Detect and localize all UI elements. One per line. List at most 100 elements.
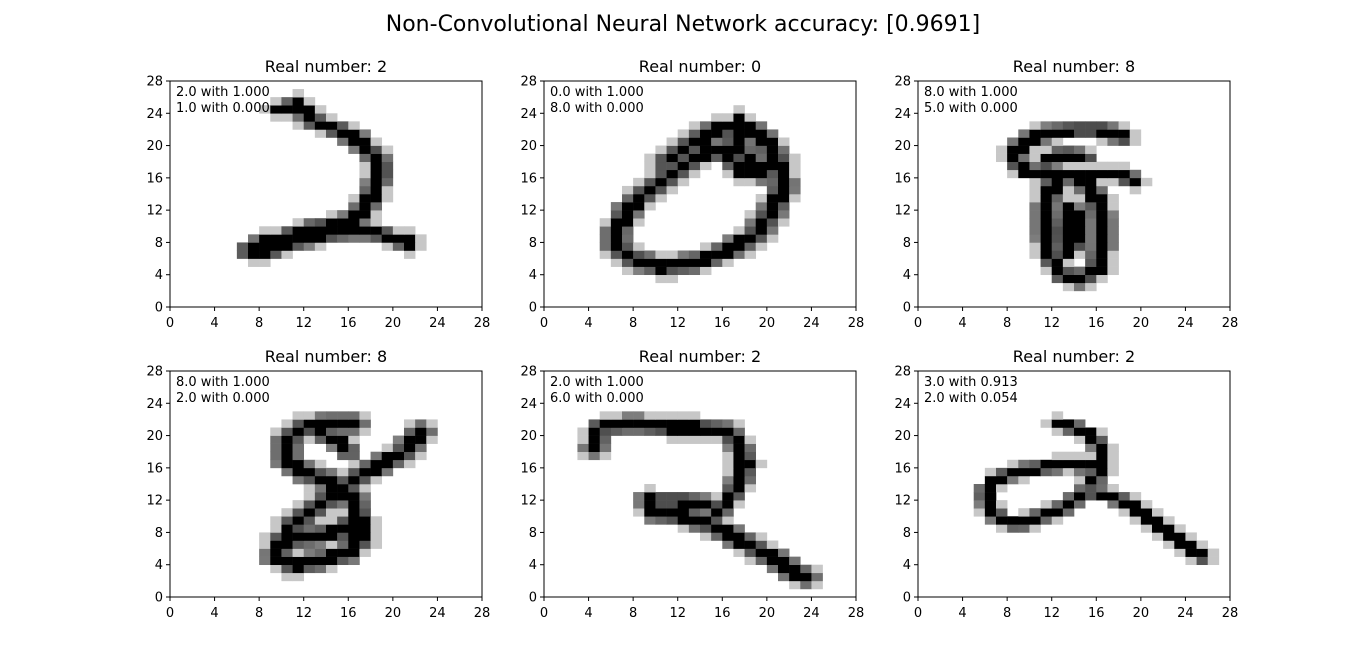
image-pixel: [622, 210, 634, 219]
image-pixel: [1062, 250, 1075, 259]
image-pixel: [1107, 194, 1119, 203]
image-pixel: [1051, 137, 1064, 146]
image-pixel: [655, 250, 667, 259]
image-pixel: [1085, 435, 1097, 444]
image-pixel: [1040, 508, 1053, 517]
image-pixel: [1085, 274, 1097, 284]
image-pixel: [733, 153, 745, 163]
digit-image: [599, 105, 801, 284]
digit-image: [577, 411, 823, 590]
y-tick-label: 0: [529, 591, 537, 606]
image-pixel: [733, 250, 745, 259]
prediction-annotation: 2.0 with 0.054: [924, 391, 1018, 406]
x-tick-label: 0: [914, 606, 922, 621]
image-pixel: [314, 556, 327, 566]
x-tick-label: 24: [803, 316, 820, 331]
image-pixel: [326, 508, 338, 517]
image-pixel: [1096, 242, 1108, 251]
digit-image: [236, 89, 427, 267]
image-pixel: [1062, 459, 1075, 469]
image-pixel: [292, 516, 305, 525]
digit-image: [973, 411, 1220, 566]
image-pixel: [381, 169, 394, 179]
image-pixel: [1018, 153, 1030, 163]
x-tick-label: 16: [1088, 606, 1105, 621]
image-pixel: [1085, 202, 1097, 211]
y-tick-label: 8: [155, 526, 163, 541]
image-pixel: [1029, 202, 1041, 211]
image-pixel: [599, 419, 612, 428]
x-tick-label: 8: [629, 606, 637, 621]
image-pixel: [677, 411, 690, 420]
image-pixel: [348, 459, 360, 469]
y-tick-label: 4: [155, 558, 163, 573]
image-pixel: [270, 459, 282, 469]
image-pixel: [359, 177, 371, 187]
image-pixel: [1118, 169, 1131, 179]
image-pixel: [588, 451, 601, 461]
image-pixel: [711, 250, 723, 259]
image-pixel: [1062, 266, 1075, 276]
image-pixel: [281, 234, 293, 243]
image-pixel: [1029, 137, 1041, 146]
y-tick-label: 8: [903, 236, 911, 251]
image-pixel: [722, 419, 734, 428]
image-pixel: [270, 435, 282, 444]
image-pixel: [1074, 419, 1086, 428]
image-pixel: [426, 435, 438, 444]
image-pixel: [688, 258, 701, 267]
image-pixel: [622, 266, 634, 276]
image-pixel: [348, 443, 360, 453]
image-pixel: [1096, 161, 1108, 171]
image-pixel: [1029, 145, 1041, 154]
image-pixel: [303, 242, 316, 251]
image-pixel: [688, 419, 701, 428]
image-pixel: [1062, 419, 1075, 428]
image-pixel: [722, 153, 734, 163]
image-pixel: [259, 540, 271, 549]
image-pixel: [337, 548, 349, 557]
x-tick-label: 8: [629, 316, 637, 331]
image-pixel: [688, 250, 701, 259]
image-pixel: [789, 580, 801, 590]
image-pixel: [655, 153, 667, 163]
image-pixel: [700, 266, 712, 276]
image-pixel: [1085, 492, 1097, 501]
image-pixel: [1074, 274, 1086, 284]
image-pixel: [1007, 467, 1019, 477]
image-pixel: [1085, 266, 1097, 276]
image-pixel: [778, 153, 790, 163]
image-pixel: [359, 427, 371, 436]
x-tick-label: 24: [1177, 316, 1194, 331]
image-pixel: [744, 121, 757, 130]
image-pixel: [1074, 242, 1086, 251]
image-pixel: [1107, 443, 1119, 453]
image-pixel: [1040, 258, 1053, 267]
image-pixel: [1074, 194, 1086, 203]
image-pixel: [303, 524, 316, 533]
image-pixel: [270, 226, 282, 235]
image-pixel: [755, 137, 768, 146]
image-pixel: [1129, 169, 1142, 179]
image-pixel: [348, 427, 360, 436]
image-pixel: [1085, 443, 1097, 453]
image-pixel: [292, 451, 305, 461]
image-pixel: [622, 226, 634, 235]
image-pixel: [711, 419, 723, 428]
image-pixel: [370, 177, 383, 187]
image-pixel: [800, 572, 812, 582]
image-pixel: [359, 185, 371, 195]
image-pixel: [1018, 475, 1030, 485]
image-pixel: [326, 564, 338, 574]
image-pixel: [1085, 258, 1097, 267]
x-tick-label: 12: [295, 316, 312, 331]
image-pixel: [666, 508, 679, 517]
image-pixel: [348, 540, 360, 549]
image-pixel: [1051, 500, 1064, 509]
image-pixel: [314, 459, 327, 469]
image-pixel: [666, 258, 679, 267]
image-pixel: [348, 129, 360, 138]
image-pixel: [733, 121, 745, 130]
image-pixel: [711, 137, 723, 146]
image-pixel: [1074, 282, 1086, 292]
